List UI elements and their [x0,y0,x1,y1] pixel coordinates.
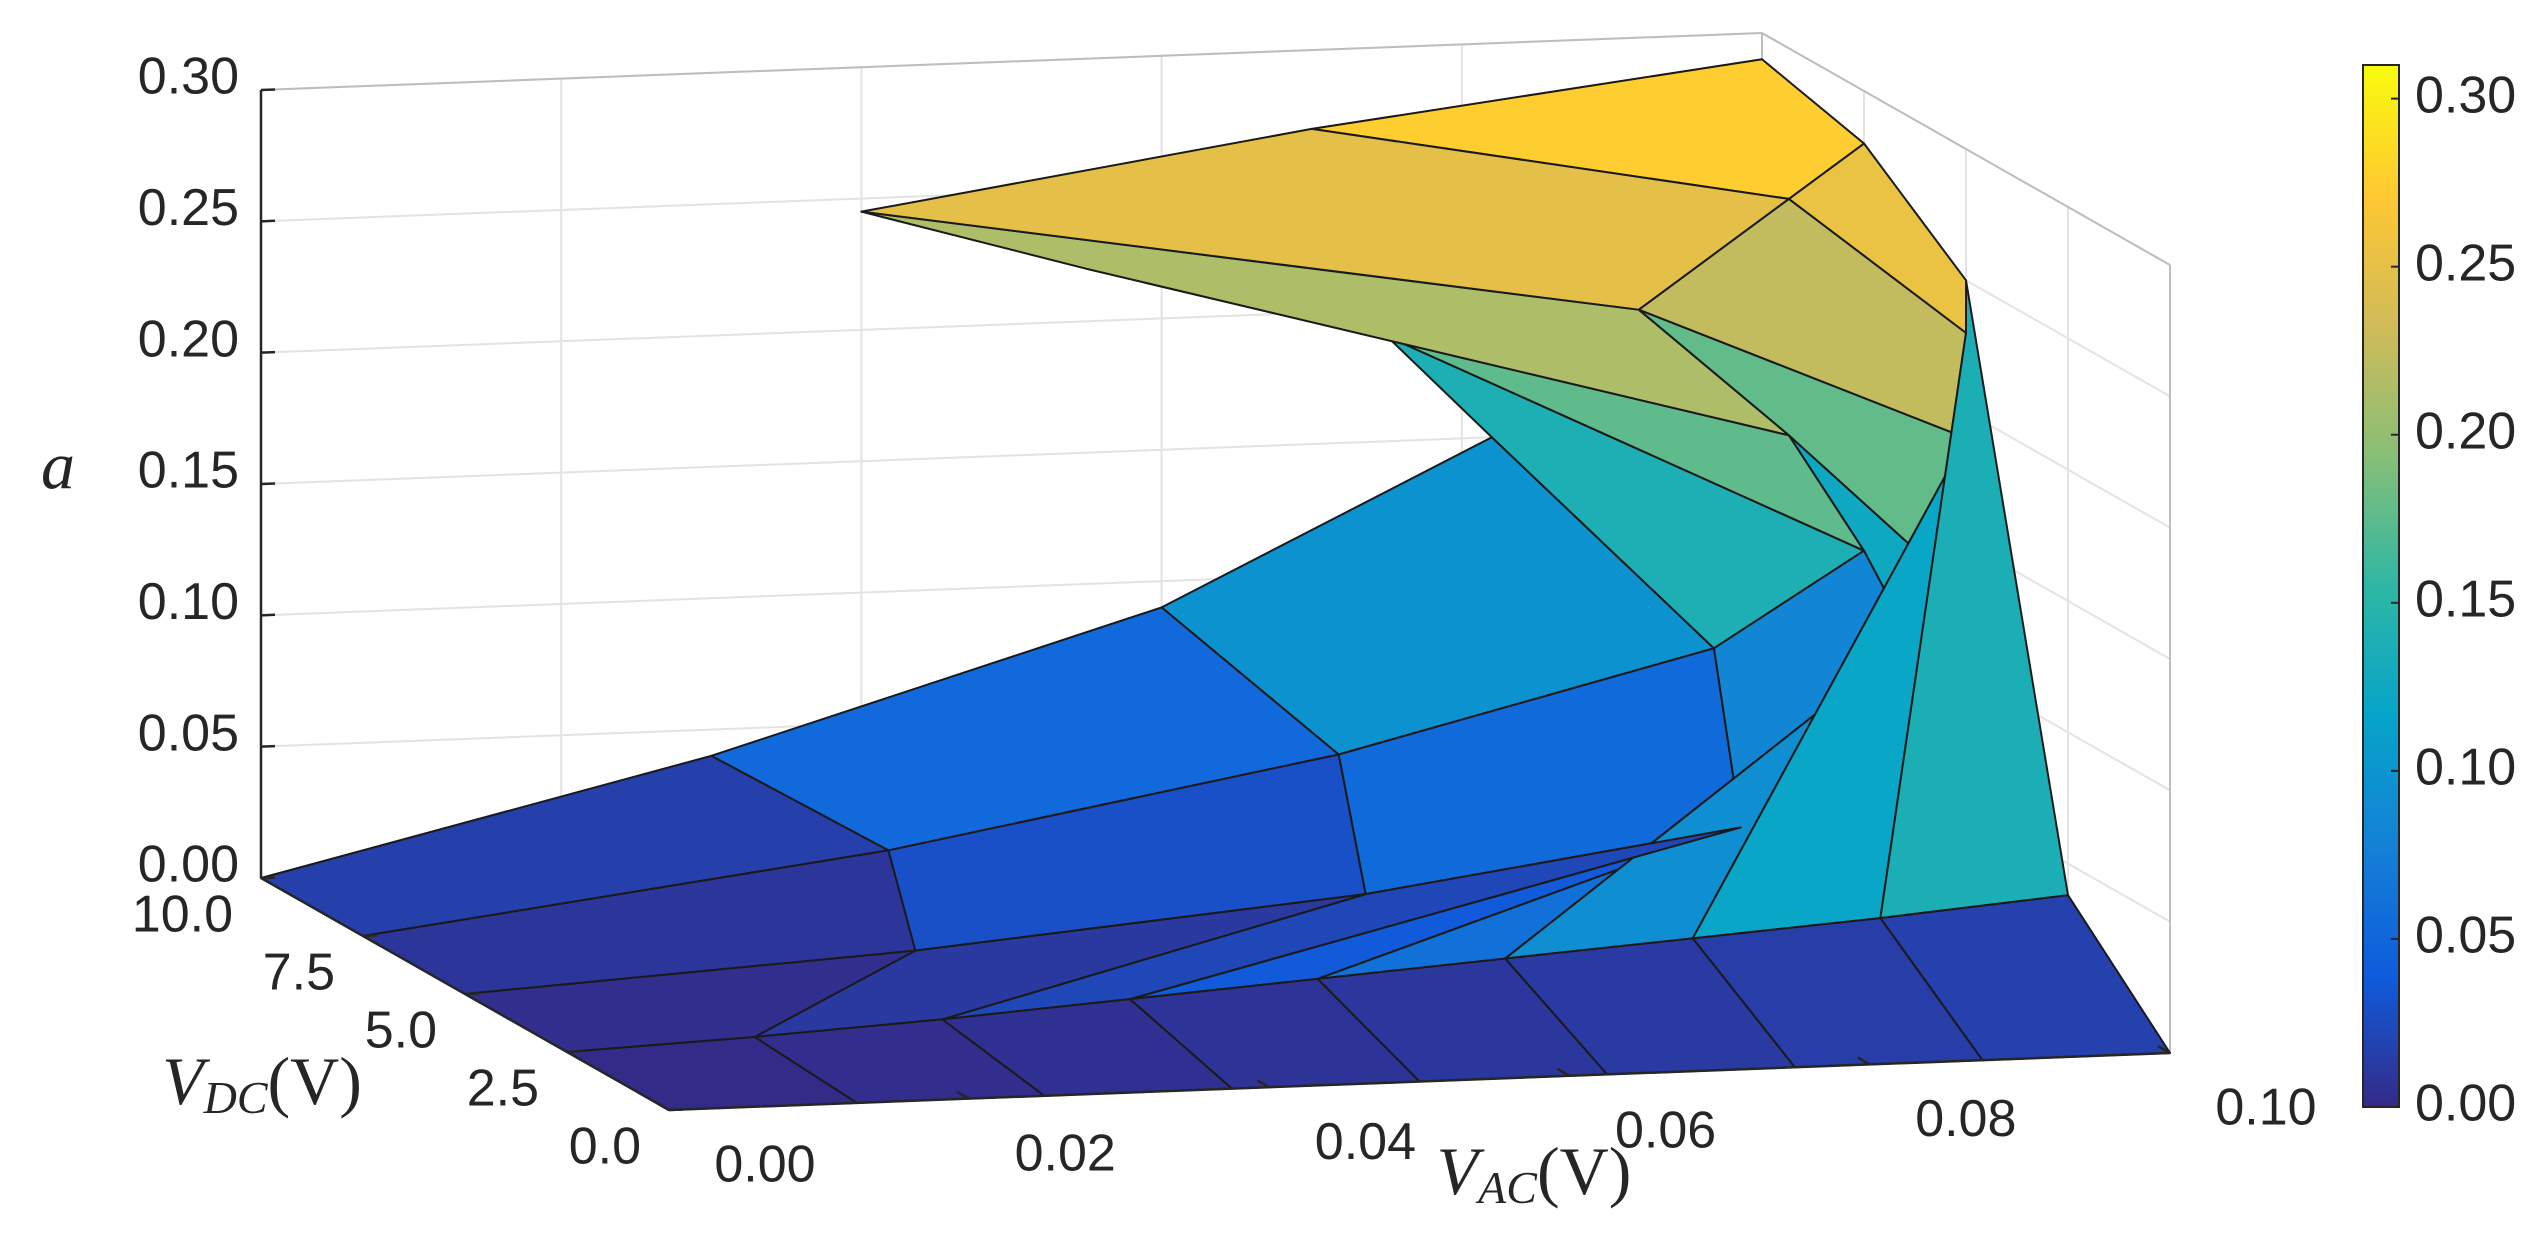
surface [260,58,2171,1111]
axes: 0.00 0.05 0.10 0.15 0.20 0.25 0.30 0.0 2.5 5.0 7.5… [132,48,2317,1194]
x-tick-label: 0.10 [2215,1079,2316,1137]
y-tick [464,992,480,996]
x-axis-label-sub: AC [1475,1162,1538,1213]
z-tick-label: 0.25 [138,179,239,237]
x-axis-label: VAC(V) [1437,1133,1632,1213]
colorbar-tick-label: 0.00 [2415,1075,2516,1133]
z-axis-label: a [41,428,75,504]
z-tick [260,219,276,223]
colorbar-tick-label: 0.25 [2415,234,2516,292]
colorbar: 0.00 0.05 0.10 0.15 0.20 0.25 0.30 [2362,64,2516,1133]
colorbar-gradient [2362,64,2400,1108]
y-axis-label-main: V [162,1043,211,1119]
y-axis-label-sub: DC [203,1072,269,1123]
z-tick [260,744,276,748]
z-tick-label: 0.10 [138,573,239,631]
x-tick [956,1090,970,1100]
z-tick-label: 0.20 [138,310,239,368]
y-tick [260,876,276,880]
x-tick [2157,1044,2171,1055]
x-axis-label-main: V [1437,1133,1486,1209]
colorbar-tick-label: 0.30 [2415,66,2516,124]
x-tick [656,1101,670,1112]
y-tick [362,934,378,938]
z-tick-label: 0.05 [138,704,239,762]
z-tick [260,88,276,92]
box-edge [1761,32,2171,266]
y-tick-label: 5.0 [365,1002,437,1060]
z-tick [260,613,276,617]
x-axis-line [668,1051,2171,1112]
y-axis-label: VDC(V) [162,1043,362,1123]
x-tick-label: 0.04 [1315,1113,1416,1171]
z-tick-label: 0.15 [138,442,239,500]
x-tick-label: 0.06 [1615,1102,1716,1160]
x-tick-label: 0.00 [714,1136,815,1194]
y-tick [566,1050,582,1054]
z-tick [260,350,276,354]
x-tick [1256,1079,1271,1089]
box-edge [260,32,1763,91]
x-tick [1857,1056,1871,1066]
y-tick-label: 7.5 [263,944,335,1002]
z-tick-label: 0.30 [138,48,239,106]
x-tick-label: 0.08 [1915,1090,2016,1148]
y-tick [668,1108,684,1112]
y-tick-label: 10.0 [132,886,233,944]
z-tick-label: 0.00 [138,836,239,894]
colorbar-tick-label: 0.10 [2415,739,2516,797]
y-axis-label-unit: (V) [268,1043,362,1119]
y-tick-label: 2.5 [467,1060,539,1118]
x-tick [1556,1067,1571,1077]
z-tick [260,482,276,486]
colorbar-tick-label: 0.20 [2415,402,2516,460]
colorbar-tick-label: 0.15 [2415,571,2516,629]
x-axis-label-unit: (V) [1537,1133,1631,1209]
y-tick-label: 0.0 [569,1118,641,1176]
x-tick-label: 0.02 [1015,1124,1116,1182]
colorbar-tick-label: 0.05 [2415,907,2516,965]
